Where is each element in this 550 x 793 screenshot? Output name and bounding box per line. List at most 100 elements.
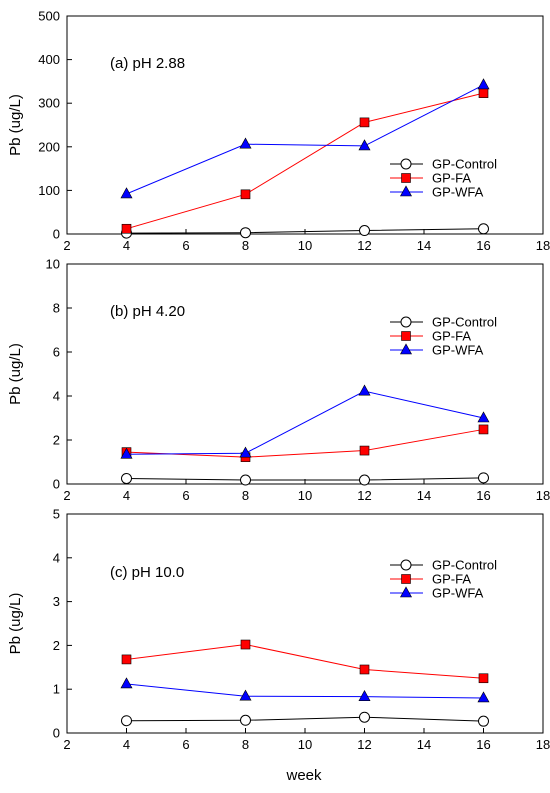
y-tick-label: 500 — [38, 9, 60, 24]
plot-frame — [66, 15, 544, 235]
x-tick-label: 14 — [417, 737, 431, 752]
legend-marker — [400, 559, 412, 571]
y-axis-label: Pb (ug/L) — [7, 343, 24, 405]
data-point-gp-wfa — [477, 78, 490, 90]
y-tick-label: 100 — [38, 183, 60, 198]
data-point-gp-wfa — [239, 689, 252, 701]
data-point-gp-control — [359, 711, 370, 723]
series-line-gp-control — [126, 477, 484, 481]
x-tick-label: 8 — [242, 488, 249, 503]
series-line-gp-wfa — [126, 84, 484, 195]
y-tick-label: 200 — [38, 139, 60, 154]
legend-marker — [399, 586, 413, 598]
legend-marker — [399, 185, 413, 197]
x-axis-label: week — [285, 767, 322, 784]
legend-label: GP-Control — [432, 315, 497, 330]
x-tick-label: 18 — [536, 488, 550, 503]
y-tick-label: 3 — [53, 594, 60, 609]
series-line-gp-wfa — [126, 683, 484, 699]
y-tick-label: 0 — [53, 477, 60, 492]
legend-label: GP-Control — [432, 157, 497, 172]
legend-marker — [399, 343, 413, 355]
x-tick-label: 4 — [123, 737, 130, 752]
data-point-gp-wfa — [358, 139, 371, 151]
data-point-gp-fa — [121, 654, 132, 665]
data-point-gp-fa — [359, 117, 370, 128]
y-tick-label: 0 — [53, 227, 60, 242]
legend-label: GP-WFA — [432, 185, 484, 200]
data-point-gp-fa — [359, 445, 370, 456]
plot-frame — [66, 263, 544, 485]
data-point-gp-control — [359, 474, 370, 486]
data-point-gp-fa — [240, 189, 251, 200]
legend-label: GP-FA — [432, 572, 471, 587]
x-tick-label: 4 — [123, 238, 130, 253]
x-tick-label: 2 — [63, 737, 70, 752]
series-line-gp-control — [126, 716, 484, 722]
x-tick-label: 18 — [536, 238, 550, 253]
y-tick-label: 2 — [53, 638, 60, 653]
plot-frame — [66, 513, 544, 734]
legend-marker — [401, 331, 411, 341]
x-tick-label: 2 — [63, 238, 70, 253]
legend-label: GP-FA — [432, 171, 471, 186]
x-tick-label: 8 — [242, 238, 249, 253]
y-tick-label: 5 — [53, 507, 60, 522]
legend-label: GP-FA — [432, 329, 471, 344]
data-point-gp-wfa — [477, 691, 490, 703]
legend-marker — [400, 316, 412, 328]
y-tick-label: 400 — [38, 52, 60, 67]
x-tick-label: 16 — [476, 488, 490, 503]
data-point-gp-wfa — [239, 137, 252, 149]
data-point-gp-fa — [478, 673, 489, 684]
x-tick-label: 8 — [242, 737, 249, 752]
y-tick-label: 10 — [46, 257, 60, 272]
x-tick-label: 14 — [417, 488, 431, 503]
y-tick-label: 2 — [53, 433, 60, 448]
x-tick-label: 10 — [298, 488, 312, 503]
data-point-gp-fa — [240, 639, 251, 650]
data-point-gp-control — [478, 472, 489, 484]
y-tick-label: 300 — [38, 96, 60, 111]
y-axis-label: Pb (ug/L) — [7, 94, 24, 156]
data-point-gp-control — [240, 227, 251, 239]
y-tick-label: 4 — [53, 550, 60, 565]
legend-label: GP-WFA — [432, 586, 484, 601]
data-point-gp-wfa — [120, 447, 133, 459]
x-tick-label: 4 — [123, 488, 130, 503]
series-line-gp-fa — [126, 92, 484, 230]
y-tick-label: 1 — [53, 682, 60, 697]
x-tick-label: 12 — [357, 238, 371, 253]
x-tick-label: 12 — [357, 737, 371, 752]
data-point-gp-control — [240, 474, 251, 486]
x-tick-label: 6 — [182, 737, 189, 752]
x-tick-label: 18 — [536, 737, 550, 752]
series-line-gp-fa — [126, 644, 484, 679]
data-point-gp-wfa — [120, 677, 133, 689]
data-point-gp-fa — [359, 664, 370, 675]
data-point-gp-control — [359, 225, 370, 237]
x-tick-label: 2 — [63, 488, 70, 503]
data-point-gp-control — [121, 473, 132, 484]
data-point-gp-wfa — [358, 384, 371, 396]
x-tick-label: 12 — [357, 488, 371, 503]
data-point-gp-fa — [478, 424, 489, 435]
x-tick-label: 16 — [476, 737, 490, 752]
series-line-gp-control — [126, 228, 484, 234]
data-point-gp-fa — [121, 223, 132, 234]
series-line-gp-wfa — [126, 390, 484, 455]
x-tick-label: 14 — [417, 238, 431, 253]
x-tick-label: 10 — [298, 737, 312, 752]
data-point-gp-wfa — [239, 446, 252, 458]
legend-label: GP-Control — [432, 558, 497, 573]
data-point-gp-wfa — [477, 411, 490, 423]
y-tick-label: 8 — [53, 301, 60, 316]
data-point-gp-control — [478, 715, 489, 727]
panel-a: 2 4 6 8 10 12 14 16 18 0 100 200 300 400 500 Pb (ug/L) (… — [7, 9, 550, 254]
x-tick-label: 6 — [182, 238, 189, 253]
series-line-gp-fa — [126, 428, 484, 458]
y-axis-label: Pb (ug/L) — [7, 593, 24, 655]
